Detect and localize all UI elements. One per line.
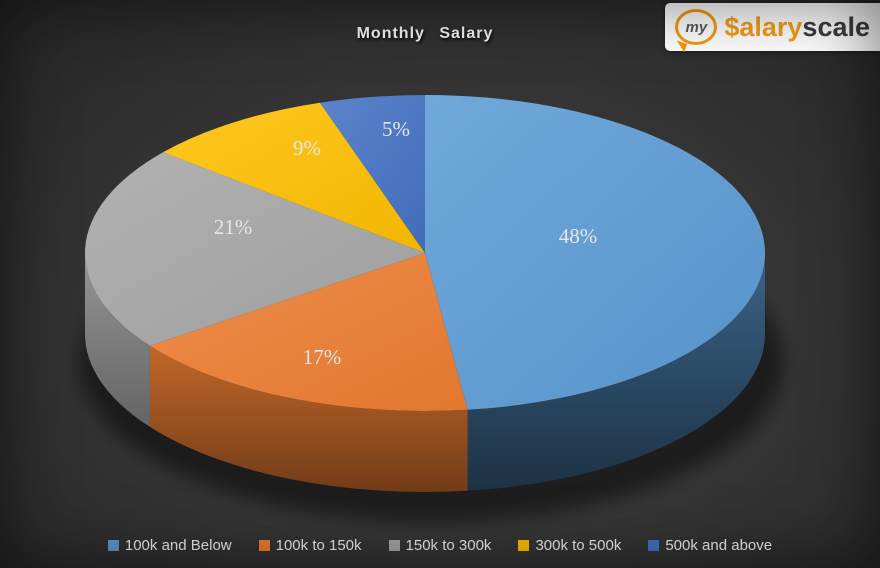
salaryscale-logo: my $alaryscale: [665, 3, 880, 53]
pie-slice-wall-150k-to-300k: [85, 253, 150, 427]
legend-swatch-icon: [648, 540, 660, 551]
logo-brand-accent: $alary: [724, 11, 803, 42]
pie-label-500k-and-above: 5%: [382, 117, 410, 141]
pie-label-150k-to-300k: 21%: [214, 215, 253, 239]
pie-slice-150k-to-300k[interactable]: [84, 152, 426, 346]
logo-brand-text: $alaryscale: [724, 12, 870, 43]
legend-label: 100k to 150k: [275, 537, 362, 554]
pie-slice-100k-and-below[interactable]: [425, 94, 766, 410]
legend-label: 300k to 500k: [535, 537, 622, 554]
legend-swatch-icon: [258, 540, 270, 551]
pie-slice-100k-to-150k[interactable]: [149, 253, 468, 411]
legend-item-150k-to-300k[interactable]: 150k to 300k: [388, 537, 492, 554]
pie-slice-wall-100k-to-150k: [149, 345, 468, 492]
legend-label: 150k to 300k: [405, 537, 492, 554]
pie-label-100k-and-below: 48%: [559, 224, 598, 248]
pie-label-300k-to-500k: 9%: [293, 136, 321, 160]
logo-brand-rest: scale: [802, 11, 870, 42]
logo-bubble-text: my: [685, 18, 708, 36]
chart-title: Monthly Salary: [356, 25, 494, 42]
pie-slice-500k-and-above[interactable]: [319, 95, 425, 253]
logo-bubble-tail: [674, 40, 688, 53]
legend-label: 100k and Below: [124, 537, 232, 554]
legend-label: 500k and above: [665, 537, 773, 554]
legend-item-300k-to-500k[interactable]: 300k to 500k: [518, 537, 621, 554]
pie-slice-wall-100k-and-below: [467, 253, 765, 491]
legend-swatch-icon: [388, 540, 400, 551]
pie-slice-300k-to-500k[interactable]: [163, 102, 425, 254]
legend-item-100k-and-below[interactable]: 100k and Below: [107, 537, 232, 554]
legend-item-100k-to-150k[interactable]: 100k to 150k: [258, 537, 362, 554]
chart-legend: 100k and Below 100k to 150k 150k to 300k 30…: [0, 537, 880, 554]
logo-my-bubble-icon: my: [674, 9, 718, 53]
legend-item-500k-and-above[interactable]: 500k and above: [648, 537, 772, 554]
pie-label-100k-to-150k: 17%: [303, 345, 342, 369]
legend-swatch-icon: [518, 540, 530, 551]
legend-swatch-icon: [107, 540, 119, 551]
